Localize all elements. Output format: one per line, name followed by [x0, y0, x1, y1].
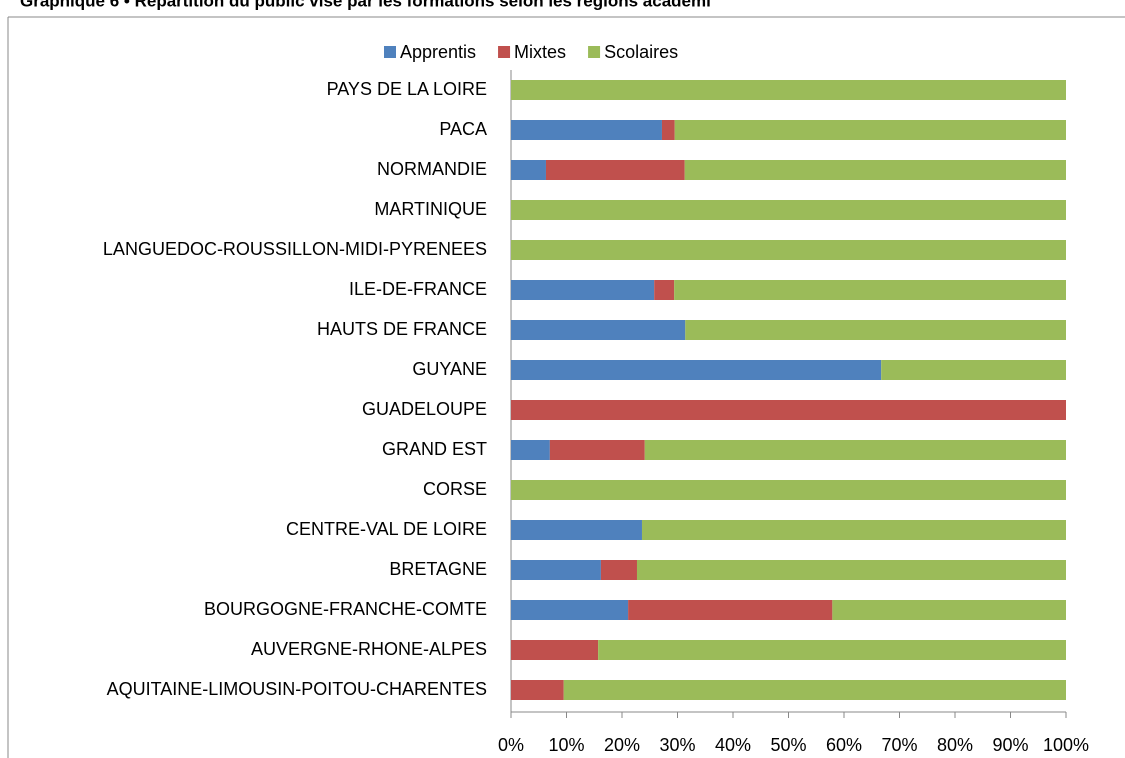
bar-segment [511, 240, 1066, 260]
y-tick-label: PAYS DE LA LOIRE [327, 79, 487, 99]
bar-segment [511, 640, 599, 660]
x-tick-label: 40% [715, 735, 751, 755]
bar-segment [563, 680, 1066, 700]
y-tick-label: HAUTS DE FRANCE [317, 319, 487, 339]
bar-segment [674, 120, 1066, 140]
x-tick-label: 50% [770, 735, 806, 755]
legend-label: Apprentis [400, 42, 476, 62]
y-tick-label: BRETAGNE [389, 559, 487, 579]
x-tick-label: 70% [881, 735, 917, 755]
bar-segment [598, 640, 1066, 660]
bar-segment [661, 120, 675, 140]
bar-segment [600, 560, 637, 580]
bar-segment [511, 680, 564, 700]
y-tick-label: CENTRE-VAL DE LOIRE [286, 519, 487, 539]
y-tick-label: AQUITAINE-LIMOUSIN-POITOU-CHARENTES [107, 679, 487, 699]
bar-segment [511, 440, 550, 460]
y-tick-label: ILE-DE-FRANCE [349, 279, 487, 299]
bar-segment [641, 520, 1066, 540]
bar-segment [511, 280, 655, 300]
x-tick-label: 60% [826, 735, 862, 755]
bar-segment [628, 600, 833, 620]
y-tick-label: GUYANE [412, 359, 487, 379]
bar-segment [684, 160, 1066, 180]
y-tick-label: CORSE [423, 479, 487, 499]
y-tick-label: NORMANDIE [377, 159, 487, 179]
bar-segment [511, 120, 662, 140]
bar-segment [644, 440, 1066, 460]
y-tick-label: GRAND EST [382, 439, 487, 459]
legend-swatch [498, 46, 511, 58]
bar-segment [511, 480, 1066, 500]
bar-segment [511, 320, 686, 340]
chart-title: Graphique 6 • Répartition du public visé… [20, 0, 711, 10]
x-tick-label: 30% [659, 735, 695, 755]
x-tick-label: 100% [1043, 735, 1089, 755]
x-tick-label: 80% [937, 735, 973, 755]
y-tick-label: PACA [439, 119, 487, 139]
bar-segment [654, 280, 675, 300]
y-tick-label: GUADELOUPE [362, 399, 487, 419]
y-tick-label: MARTINIQUE [374, 199, 487, 219]
bar-segment [549, 440, 645, 460]
x-tick-label: 90% [992, 735, 1028, 755]
bar-segment [832, 600, 1066, 620]
bar-segment [511, 400, 1066, 420]
bar-segment [511, 160, 546, 180]
legend-label: Scolaires [604, 42, 678, 62]
bar-segment [511, 520, 642, 540]
bar-segment [511, 600, 629, 620]
y-tick-label: BOURGOGNE-FRANCHE-COMTE [204, 599, 487, 619]
bar-segment [511, 200, 1066, 220]
bar-segment [511, 360, 882, 380]
bar-segment [511, 560, 601, 580]
bar-segment [674, 280, 1066, 300]
bar-segment [685, 320, 1066, 340]
bar-segment [511, 80, 1066, 100]
legend-swatch [588, 46, 601, 58]
x-tick-label: 20% [604, 735, 640, 755]
legend-label: Mixtes [514, 42, 566, 62]
bar-segment [545, 160, 685, 180]
bar-segment [881, 360, 1066, 380]
legend-swatch [384, 46, 396, 58]
y-tick-label: AUVERGNE-RHONE-ALPES [251, 639, 487, 659]
x-tick-label: 10% [548, 735, 584, 755]
bar-segment [636, 560, 1066, 580]
x-tick-label: 0% [498, 735, 524, 755]
y-tick-label: LANGUEDOC-ROUSSILLON-MIDI-PYRENEES [103, 239, 487, 259]
